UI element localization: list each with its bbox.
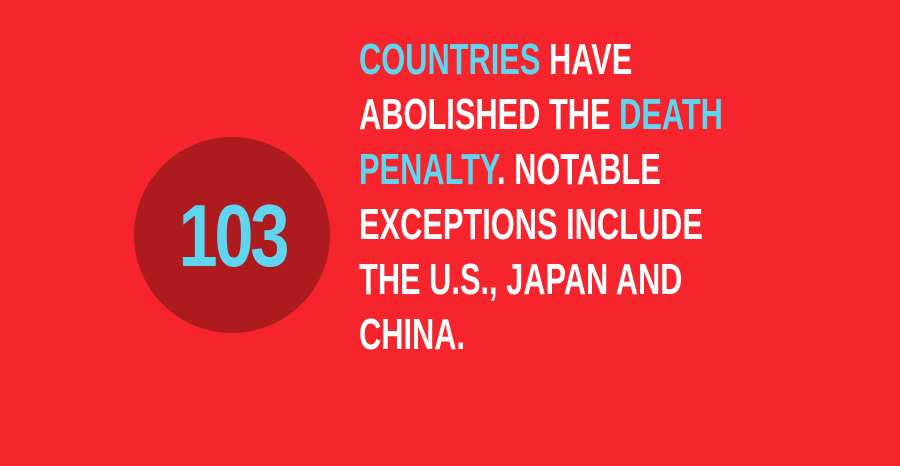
fact-segment: CHINA. (359, 310, 466, 359)
fact-segment: THE U.S., JAPAN AND (359, 255, 683, 304)
badge-number: 103 (178, 186, 289, 285)
highlighted-word: DEATH (619, 90, 723, 139)
fact-segment: ABOLISHED THE (359, 90, 620, 139)
highlighted-word: COUNTRIES (359, 35, 541, 84)
fact-segment: EXCEPTIONS INCLUDE (359, 200, 703, 249)
fact-text: COUNTRIES HAVE ABOLISHED THE DEATH PENALTY… (359, 32, 723, 362)
fact-line: PENALTY. NOTABLE (359, 142, 723, 197)
fact-line: ABOLISHED THE DEATH (359, 87, 723, 142)
fact-line: COUNTRIES HAVE (359, 32, 723, 87)
number-badge: 103 (134, 137, 330, 333)
fact-line: THE U.S., JAPAN AND (359, 252, 723, 307)
fact-line: CHINA. (359, 307, 723, 362)
fact-line: EXCEPTIONS INCLUDE (359, 197, 723, 252)
fact-segment: HAVE (540, 35, 633, 84)
highlighted-word: PENALTY (359, 145, 498, 194)
fact-segment: . NOTABLE (497, 145, 661, 194)
